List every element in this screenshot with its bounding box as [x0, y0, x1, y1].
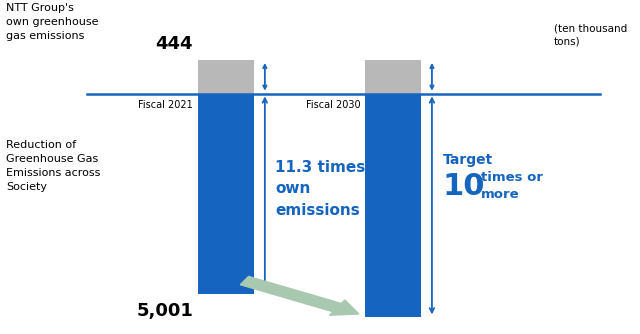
Text: NTT Group's
own greenhouse
gas emissions: NTT Group's own greenhouse gas emissions: [6, 3, 99, 41]
Text: Fiscal 2021: Fiscal 2021: [138, 100, 193, 110]
Text: Reduction of
Greenhouse Gas
Emissions across
Society: Reduction of Greenhouse Gas Emissions ac…: [6, 140, 100, 192]
Text: 5,001: 5,001: [136, 302, 193, 320]
Bar: [365, 94, 421, 317]
Text: (ten thousand
tons): (ten thousand tons): [554, 23, 627, 46]
Text: Fiscal 2030: Fiscal 2030: [305, 100, 360, 110]
Bar: [198, 94, 253, 294]
Text: own: own: [275, 181, 311, 196]
Text: 444: 444: [156, 35, 193, 53]
Text: emissions: emissions: [275, 203, 360, 218]
Text: 11.3 times: 11.3 times: [275, 160, 365, 174]
Bar: [365, 60, 421, 94]
Text: 10: 10: [442, 172, 485, 201]
FancyArrow shape: [240, 277, 359, 315]
Text: Target: Target: [442, 153, 493, 167]
Text: times or
more: times or more: [481, 171, 543, 201]
Bar: [198, 60, 253, 94]
